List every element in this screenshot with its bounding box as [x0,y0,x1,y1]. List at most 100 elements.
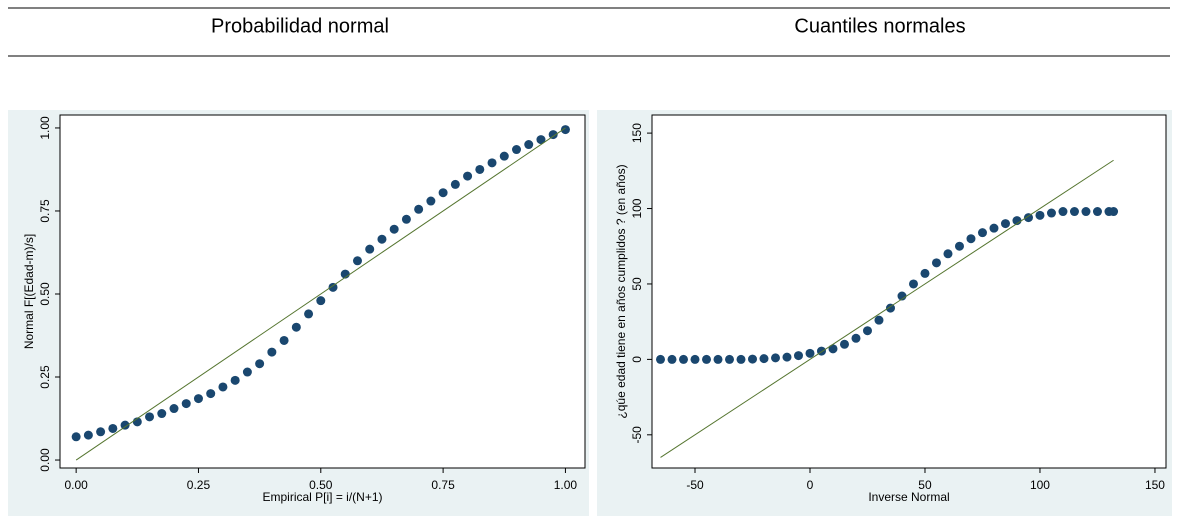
point [536,135,546,145]
point [908,279,918,289]
reference-line [75,127,566,461]
point [389,224,399,234]
point [656,354,666,364]
plot-area [651,114,1167,469]
point [560,125,570,135]
point [438,188,448,198]
point [667,354,677,364]
point [920,268,930,278]
point [862,326,872,336]
y-tick-label: 0.00 [38,448,52,472]
point [725,354,735,364]
point [1046,208,1056,218]
point [255,359,265,369]
point [193,394,203,404]
point [242,367,252,377]
x-tick-label: 0.25 [187,478,211,492]
point [267,347,277,357]
y-tick-label: 50 [630,277,644,291]
point [828,344,838,354]
point [954,241,964,251]
point [463,171,473,181]
reference-line [660,159,1114,458]
point [1035,210,1045,220]
point [475,164,485,174]
point [401,214,411,224]
point [1109,207,1119,217]
point [713,354,723,364]
point [120,420,130,430]
point [851,333,861,343]
point [328,282,338,292]
point [736,354,746,364]
point [316,296,326,306]
point [512,145,522,155]
point [793,351,803,361]
point [1058,207,1068,217]
point [157,409,167,419]
point [548,130,558,140]
point [108,423,118,433]
x-tick-label: 100 [1030,478,1050,492]
point [702,354,712,364]
point [206,389,216,399]
point [977,228,987,238]
point [897,291,907,301]
point [414,204,424,214]
point [931,258,941,268]
point [1000,219,1010,229]
point [230,375,240,385]
point [487,158,497,168]
x-tick-label: 1.00 [554,478,578,492]
point [1081,207,1091,217]
point [291,322,301,332]
y-tick-label: 0 [630,356,644,363]
x-tick-label: 0.50 [309,478,333,492]
y-tick-label: 1.00 [38,116,52,140]
y-tick-label: 0.25 [38,365,52,389]
point [96,427,106,437]
point [169,404,179,414]
point [690,354,700,364]
point [782,352,792,362]
point [279,335,289,345]
point [770,353,780,363]
point [748,354,758,364]
point [377,234,387,244]
point [524,140,534,150]
y-tick-label: 0.50 [38,282,52,306]
y-tick-label: 0.75 [38,199,52,223]
point [989,223,999,233]
point [679,354,689,364]
header: Probabilidad normal [211,15,389,37]
y-axis-title: ¿qúe edad tiene en años cumplidos ? (en … [614,164,628,418]
point [1069,207,1079,217]
point [885,303,895,313]
point [1012,216,1022,226]
point [71,432,81,442]
point [874,315,884,325]
y-tick-label: -50 [630,426,644,444]
point [805,348,815,358]
x-tick-label: 0.75 [431,478,455,492]
x-axis-title: Inverse Normal [868,490,949,504]
point [145,412,155,422]
y-tick-label: 150 [630,123,644,143]
point [218,382,228,392]
x-tick-label: 0.00 [64,478,88,492]
x-axis-title: Empirical P[i] = i/(N+1) [262,490,382,504]
header: Cuantiles normales [794,15,965,37]
x-tick-label: 0 [807,478,814,492]
y-tick-label: 100 [630,198,644,218]
x-tick-label: 50 [918,478,932,492]
x-tick-label: 150 [1145,478,1165,492]
point [759,354,769,364]
point [304,309,314,319]
point [365,244,375,254]
point [943,249,953,259]
point [426,196,436,206]
point [450,179,460,189]
point [352,256,362,266]
x-tick-label: -50 [686,478,704,492]
